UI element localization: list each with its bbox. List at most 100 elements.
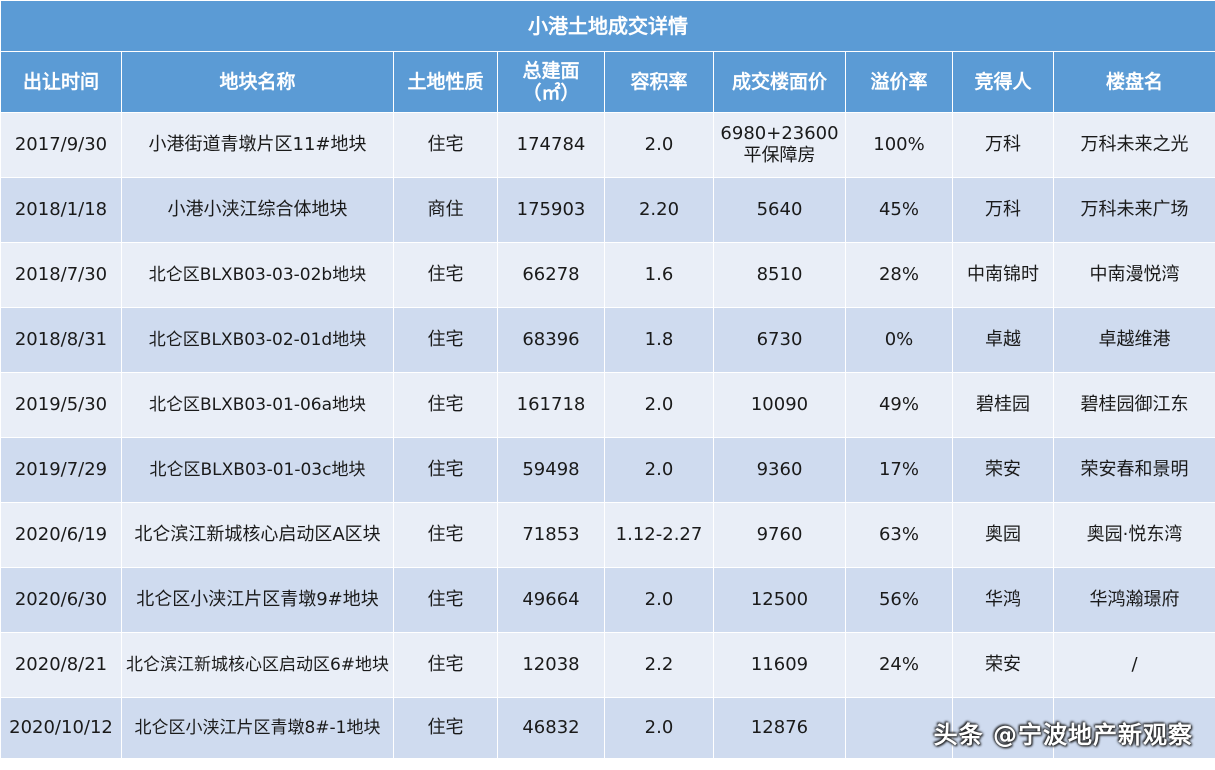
cell-text: 46832	[522, 717, 580, 738]
column-header-label: 竞得人	[974, 71, 1032, 93]
cell-text: 12876	[750, 717, 809, 738]
column-header-far: 容积率	[604, 51, 714, 113]
cell-text: 1.8	[644, 329, 674, 350]
cell-area: 161718	[497, 372, 605, 438]
cell-far: 2.2	[604, 632, 714, 698]
cell-text: 卓越	[985, 329, 1021, 350]
column-header-name: 地块名称	[121, 51, 394, 113]
cell-text: 住宅	[427, 329, 464, 350]
cell-date: 2020/6/19	[0, 502, 122, 568]
cell-date: 2020/6/30	[0, 567, 122, 633]
cell-premium: 49%	[845, 372, 953, 438]
cell-price: 12500	[713, 567, 846, 633]
cell-text: 100%	[873, 134, 925, 155]
cell-text: 北仑区BLXB03-01-03c地块	[149, 460, 366, 480]
cell-project: 荣安春和景明	[1052, 437, 1215, 503]
cell-text: 12038	[522, 654, 580, 675]
table-row: 2018/1/18 小港小浃江综合体地块 商住 175903 2.20 5640 45% 万科…	[0, 177, 1215, 243]
cell-text: 2018/1/18	[14, 199, 108, 220]
cell-price: 12876	[713, 697, 846, 759]
table-row: 2020/6/19 北仑滨江新城核心启动区A区块 住宅 71853 1.12-2.27 9…	[0, 502, 1215, 568]
cell-premium	[845, 697, 953, 759]
cell-text: 万科	[985, 199, 1021, 220]
cell-name: 北仑滨江新城核心启动区A区块	[121, 502, 394, 568]
cell-project: 华鸿瀚璟府	[1052, 567, 1215, 633]
cell-text: /	[1131, 654, 1138, 675]
table-row: 2020/10/12 北仑区小浃江片区青墩8#-1地块 住宅 46832 2.0 1287…	[0, 697, 1215, 759]
cell-price: 10090	[713, 372, 846, 438]
cell-text: 2019/7/29	[14, 459, 108, 480]
cell-type: 住宅	[393, 112, 498, 178]
cell-text: 63%	[878, 524, 919, 545]
cell-text: 荣安	[985, 654, 1021, 675]
cell-text: 小港街道青墩片区11#地块	[148, 134, 367, 155]
cell-premium: 56%	[845, 567, 953, 633]
cell-text: 中南漫悦湾	[1089, 264, 1180, 285]
cell-text: 北仑区小浃江片区青墩8#-1地块	[134, 718, 381, 738]
cell-buyer	[952, 697, 1054, 759]
cell-name: 北仑区BLXB03-02-01d地块	[121, 307, 394, 373]
cell-text: 28%	[878, 264, 919, 285]
cell-date: 2018/1/18	[0, 177, 122, 243]
cell-buyer: 万科	[952, 112, 1054, 178]
cell-far: 2.0	[604, 697, 714, 759]
cell-far: 1.6	[604, 242, 714, 308]
cell-text: 北仑区BLXB03-03-02b地块	[148, 265, 367, 285]
cell-type: 住宅	[393, 437, 498, 503]
cell-text: 1.6	[644, 264, 674, 285]
cell-text: 17%	[878, 459, 919, 480]
cell-text: 2.0	[644, 134, 674, 155]
cell-text: 商住	[427, 199, 464, 220]
cell-text: 2018/8/31	[14, 329, 108, 350]
cell-project: 万科未来广场	[1052, 177, 1215, 243]
cell-project: 奥园·悦东湾	[1052, 502, 1215, 568]
column-header-label: 地块名称	[219, 71, 296, 93]
table-row: 2020/8/21 北仑滨江新城核心区启动区6#地块 住宅 12038 2.2 11609…	[0, 632, 1215, 698]
cell-text: 万科未来广场	[1080, 199, 1189, 220]
cell-text: 11609	[750, 654, 809, 675]
watermark: 头条 @宁波地产新观察	[933, 721, 1193, 749]
cell-text: 荣安春和景明	[1080, 459, 1189, 480]
cell-text: 2017/9/30	[14, 134, 108, 155]
column-header-label: 溢价率	[870, 71, 928, 93]
cell-text: 2020/8/21	[14, 654, 108, 675]
table-row: 2019/7/29 北仑区BLXB03-01-03c地块 住宅 59498 2.0 936…	[0, 437, 1215, 503]
cell-text: 北仑滨江新城核心启动区A区块	[134, 524, 381, 545]
cell-text: 住宅	[427, 134, 464, 155]
cell-area: 12038	[497, 632, 605, 698]
cell-area: 68396	[497, 307, 605, 373]
cell-text: 北仑滨江新城核心区启动区6#地块	[125, 655, 390, 675]
cell-far: 2.0	[604, 567, 714, 633]
cell-text: 住宅	[427, 654, 464, 675]
cell-project: 中南漫悦湾	[1052, 242, 1215, 308]
column-header-area: 总建面 （㎡）	[497, 51, 605, 113]
cell-text: 华鸿瀚璟府	[1089, 589, 1180, 610]
cell-text: 住宅	[427, 589, 464, 610]
cell-text: 碧桂园	[976, 394, 1030, 415]
cell-far: 2.0	[604, 112, 714, 178]
cell-buyer: 卓越	[952, 307, 1054, 373]
table-row: 2020/6/30 北仑区小浃江片区青墩9#地块 住宅 49664 2.0 12500 56…	[0, 567, 1215, 633]
cell-type: 住宅	[393, 372, 498, 438]
cell-text: 161718	[516, 394, 586, 415]
cell-name: 北仑区小浃江片区青墩8#-1地块	[121, 697, 394, 759]
cell-text-line2: 平保障房	[743, 145, 816, 166]
column-header-label: 楼盘名	[1106, 71, 1164, 93]
cell-text: 49664	[522, 589, 580, 610]
column-header-buyer: 竞得人	[952, 51, 1054, 113]
cell-text: 卓越维港	[1098, 329, 1171, 350]
cell-text: 2.2	[644, 654, 674, 675]
cell-date: 2020/10/12	[0, 697, 122, 759]
cell-premium: 45%	[845, 177, 953, 243]
cell-buyer: 奥园	[952, 502, 1054, 568]
cell-text: 北仑区小浃江片区青墩9#地块	[136, 589, 379, 610]
cell-text: 49%	[878, 394, 919, 415]
column-header-label: 容积率	[630, 71, 688, 93]
cell-buyer: 万科	[952, 177, 1054, 243]
cell-text: 71853	[522, 524, 580, 545]
cell-text: 住宅	[427, 394, 464, 415]
cell-text: 2020/6/19	[14, 524, 108, 545]
cell-text: 174784	[516, 134, 586, 155]
table-row: 2018/8/31 北仑区BLXB03-02-01d地块 住宅 68396 1.8 673…	[0, 307, 1215, 373]
